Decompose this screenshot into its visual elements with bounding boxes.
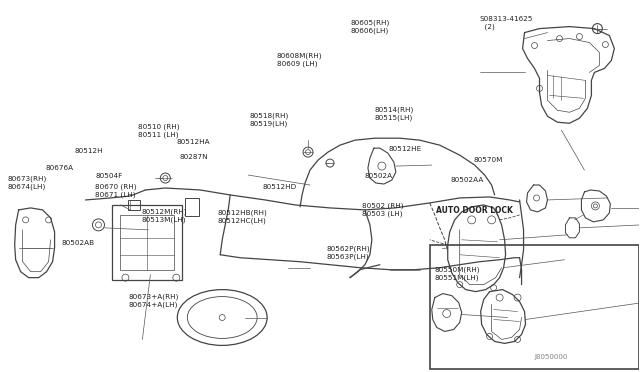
Text: 80502A: 80502A <box>365 173 393 179</box>
Text: J8050000: J8050000 <box>534 354 567 360</box>
Text: 80518(RH)
80519(LH): 80518(RH) 80519(LH) <box>250 112 289 126</box>
Text: 80512H: 80512H <box>74 148 103 154</box>
Circle shape <box>593 204 597 208</box>
Text: 80502 (RH)
80503 (LH): 80502 (RH) 80503 (LH) <box>362 202 403 217</box>
Text: 80550M(RH)
80551M(LH): 80550M(RH) 80551M(LH) <box>435 267 481 281</box>
Text: 80504F: 80504F <box>95 173 122 179</box>
Text: 80605(RH)
80606(LH): 80605(RH) 80606(LH) <box>351 19 390 34</box>
Circle shape <box>220 314 225 321</box>
Text: 80673(RH)
80674(LH): 80673(RH) 80674(LH) <box>7 175 46 190</box>
Text: J8050000: J8050000 <box>534 354 567 360</box>
Bar <box>186 198 199 216</box>
Text: 80670 (RH)
80671 (LH): 80670 (RH) 80671 (LH) <box>95 183 137 198</box>
Bar <box>120 215 174 270</box>
Bar <box>113 205 182 280</box>
Text: 80512HA: 80512HA <box>176 138 210 145</box>
Text: 80512HE: 80512HE <box>389 146 422 152</box>
Text: 80570M: 80570M <box>473 157 502 163</box>
Bar <box>430 245 639 369</box>
Text: 80514(RH)
80515(LH): 80514(RH) 80515(LH) <box>374 106 413 121</box>
Text: 80287N: 80287N <box>179 154 208 160</box>
Bar <box>129 200 140 210</box>
Text: S08313-41625
  (2): S08313-41625 (2) <box>479 16 533 30</box>
Text: 80502AB: 80502AB <box>61 240 95 246</box>
Text: 80562P(RH)
80563P(LH): 80562P(RH) 80563P(LH) <box>326 246 370 260</box>
Text: 80676A: 80676A <box>45 165 74 171</box>
Text: 80512M(RH)
80513M(LH): 80512M(RH) 80513M(LH) <box>141 208 187 223</box>
Text: AUTO DOOR LOCK: AUTO DOOR LOCK <box>436 206 513 215</box>
Text: 80510 (RH)
80511 (LH): 80510 (RH) 80511 (LH) <box>138 123 179 138</box>
Text: 80502AA: 80502AA <box>451 177 484 183</box>
Text: 80608M(RH)
80609 (LH): 80608M(RH) 80609 (LH) <box>276 53 322 67</box>
Text: 80512HD: 80512HD <box>262 184 297 190</box>
Text: 80512HB(RH)
80512HC(LH): 80512HB(RH) 80512HC(LH) <box>218 209 268 224</box>
Text: 80673+A(RH)
80674+A(LH): 80673+A(RH) 80674+A(LH) <box>129 294 179 308</box>
